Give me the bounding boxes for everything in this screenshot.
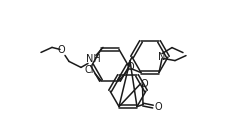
Text: O: O [140, 79, 148, 89]
Text: NH: NH [85, 54, 100, 64]
Text: Cl: Cl [84, 65, 93, 75]
Text: O: O [57, 45, 65, 55]
Text: O: O [126, 62, 133, 72]
Text: O: O [153, 102, 161, 112]
Text: N: N [158, 52, 165, 62]
